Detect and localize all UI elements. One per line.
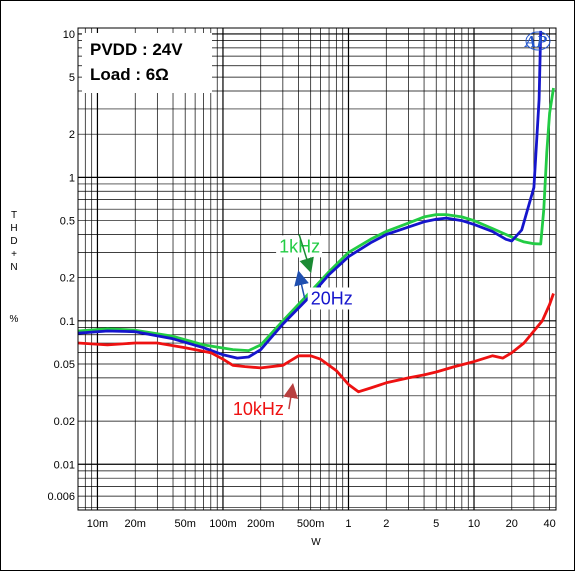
y-axis-label-char: D [10,236,17,247]
y-tick-label: 5 [69,72,75,84]
y-tick-label: 0.02 [54,416,75,428]
ap-logo-mark: AP [524,32,547,51]
x-axis-label: W [311,537,321,548]
y-axis-label-char: T [11,210,17,221]
x-tick-label: 1 [345,518,351,530]
x-tick-label: 10 [468,518,480,530]
series-line-10khz [78,293,555,394]
y-tick-label: 0.2 [60,273,75,285]
x-tick-labels: 10m 20m 50m 100m 200m 500m 1 2 5 10 20 40 [87,518,556,530]
y-tick-label: 0.01 [54,459,75,471]
callout-20hz: 20Hz [311,288,353,308]
y-axis-label-unit: % [10,314,19,325]
y-tick-label: 0.1 [60,316,75,328]
conditions-supply: PVDD : 24V [90,40,183,59]
y-axis-label-char: N [10,262,17,273]
y-tick-label: 2 [69,129,75,141]
x-tick-label: 20 [506,518,518,530]
x-tick-label: 40 [543,518,555,530]
callout-bg [307,287,354,310]
callout-10khz: 10kHz [233,399,284,419]
ap-logo-ring [525,31,551,51]
x-tick-label: 500m [297,518,325,530]
conditions-box: PVDD : 24V Load : 6Ω [82,33,212,93]
y-axis-label-char: + [11,249,17,260]
x-tick-label: 5 [433,518,439,530]
y-tick-label: 10 [63,29,75,41]
conditions-load: Load : 6Ω [90,65,169,84]
x-tick-label: 2 [383,518,389,530]
callout-bg [276,235,323,258]
series-layer [78,30,555,394]
x-tick-label: 200m [247,518,275,530]
x-tick-label: 10m [87,518,108,530]
plot-area [78,28,556,510]
ap-logo: AP [524,31,551,51]
y-tick-label: 0.05 [54,359,75,371]
callout-1khz: 1kHz [279,236,320,256]
x-tick-label: 100m [209,518,237,530]
y-tick-label: 0.5 [60,216,75,228]
callout-bg [229,398,286,421]
callout-arrow-1khz [298,234,314,274]
callout-arrow-20hz [294,270,309,299]
series-line-20hz [78,30,543,360]
callouts: 1kHz 20Hz 10kHz [229,234,354,421]
y-tick-label: 0.006 [47,491,75,503]
plot-border [77,27,557,511]
callout-arrow-10khz [283,382,299,410]
series-line-1khz [78,87,555,352]
y-axis-label-char: H [10,223,17,234]
y-tick-label: 1 [69,172,75,184]
y-tick-labels: 10 5 2 1 0.5 0.2 0.1 0.05 0.02 0.01 0.006 [47,29,75,503]
x-tick-label: 50m [174,518,195,530]
x-tick-label: 20m [125,518,146,530]
y-axis-label: THD + N% [10,210,19,325]
conditions-box-bg [82,33,212,93]
